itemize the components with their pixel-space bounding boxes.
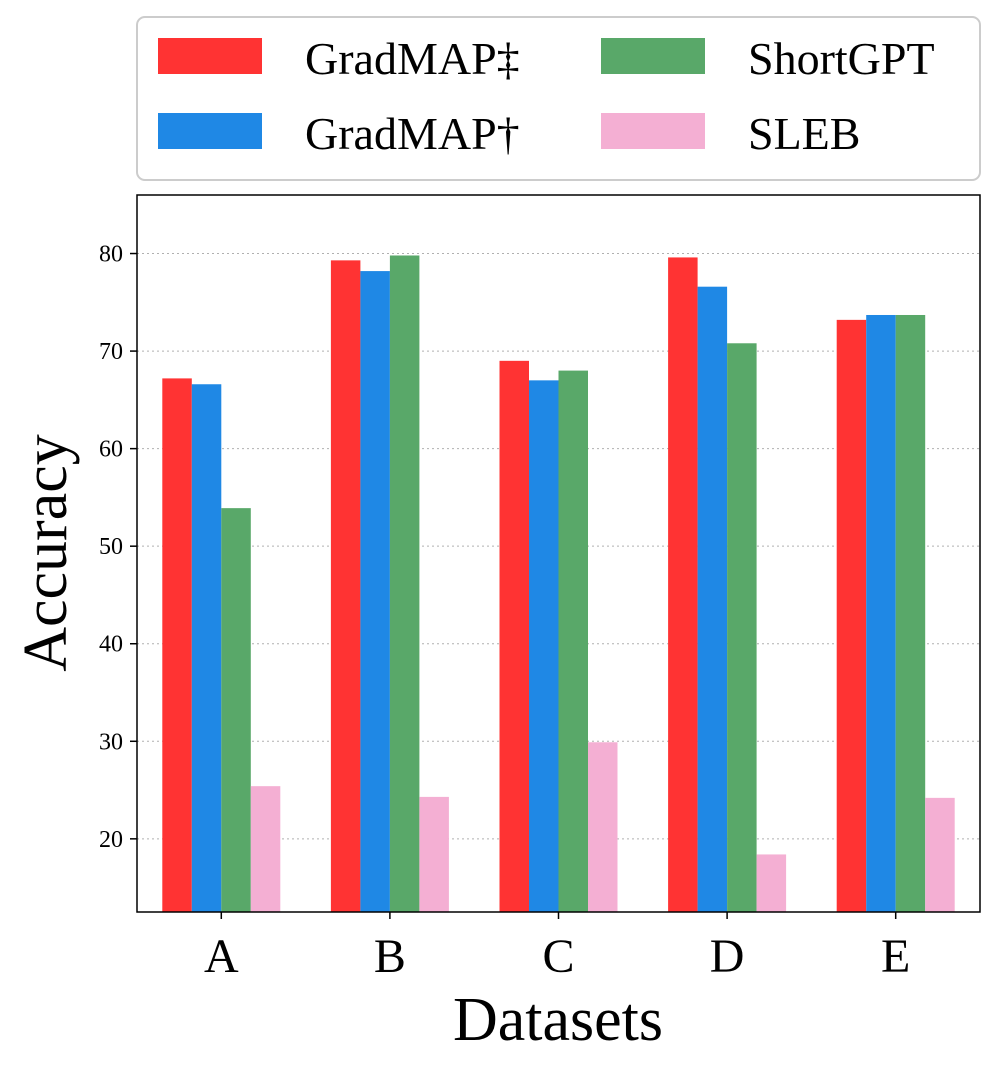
x-tick-label: A — [204, 930, 239, 983]
bar-shortgpt-d — [727, 343, 757, 912]
bar-gradmap-a — [191, 384, 222, 912]
bar-gradmap-e — [866, 314, 896, 912]
bar-sleb-a — [250, 786, 281, 912]
x-axis-label: Datasets — [453, 986, 663, 1054]
bar-gradmap-d — [697, 286, 728, 912]
plot-frame — [136, 194, 981, 913]
bar-shortgpt-a — [221, 508, 251, 912]
y-tick-label: 70 — [99, 339, 123, 365]
bar-sleb-d — [756, 854, 787, 912]
bar-sleb-b — [419, 796, 449, 912]
bar-gradmap-b — [330, 260, 361, 912]
axis-labels: Datasets Accuracy — [12, 434, 663, 1054]
bar-shortgpt-b — [389, 255, 420, 912]
bar-gradmap-a — [162, 378, 192, 913]
legend-swatch — [158, 113, 262, 149]
legend: GradMAP‡ GradMAP† ShortGPT SLEB — [136, 16, 981, 181]
y-tick-label: 80 — [99, 242, 123, 268]
legend-swatch — [601, 113, 705, 149]
x-tick-label: E — [881, 930, 910, 983]
legend-label: SLEB — [748, 108, 860, 159]
legend-swatch — [158, 38, 262, 74]
axes: 20 30 40 50 60 70 80 A B C D E — [99, 194, 981, 983]
legend-label: ShortGPT — [748, 33, 935, 84]
legend-box — [136, 16, 981, 181]
x-tick-label: D — [710, 930, 745, 983]
bar-shortgpt-e — [895, 314, 926, 912]
bar-sleb-c — [588, 742, 618, 912]
bar-gradmap-d — [668, 257, 698, 913]
bar-shortgpt-c — [558, 370, 588, 913]
legend-swatch — [601, 38, 705, 74]
y-axis-label: Accuracy — [12, 434, 80, 672]
bar-gradmap-c — [529, 380, 559, 912]
x-tick-label: B — [374, 930, 406, 983]
y-tick-label: 30 — [99, 729, 123, 755]
legend-label: GradMAP‡ — [305, 33, 520, 84]
x-tick-label: C — [542, 930, 574, 983]
y-tick-label: 40 — [99, 632, 123, 658]
y-tick-label: 60 — [99, 437, 123, 463]
y-tick-label: 50 — [99, 534, 123, 560]
legend-label: GradMAP† — [305, 108, 520, 159]
y-tick-label: 20 — [99, 827, 123, 853]
bar-gradmap-e — [836, 319, 867, 912]
bar-gradmap-b — [360, 271, 390, 912]
bar-sleb-e — [925, 797, 955, 912]
bars — [162, 255, 955, 913]
bar-gradmap-c — [499, 360, 529, 912]
